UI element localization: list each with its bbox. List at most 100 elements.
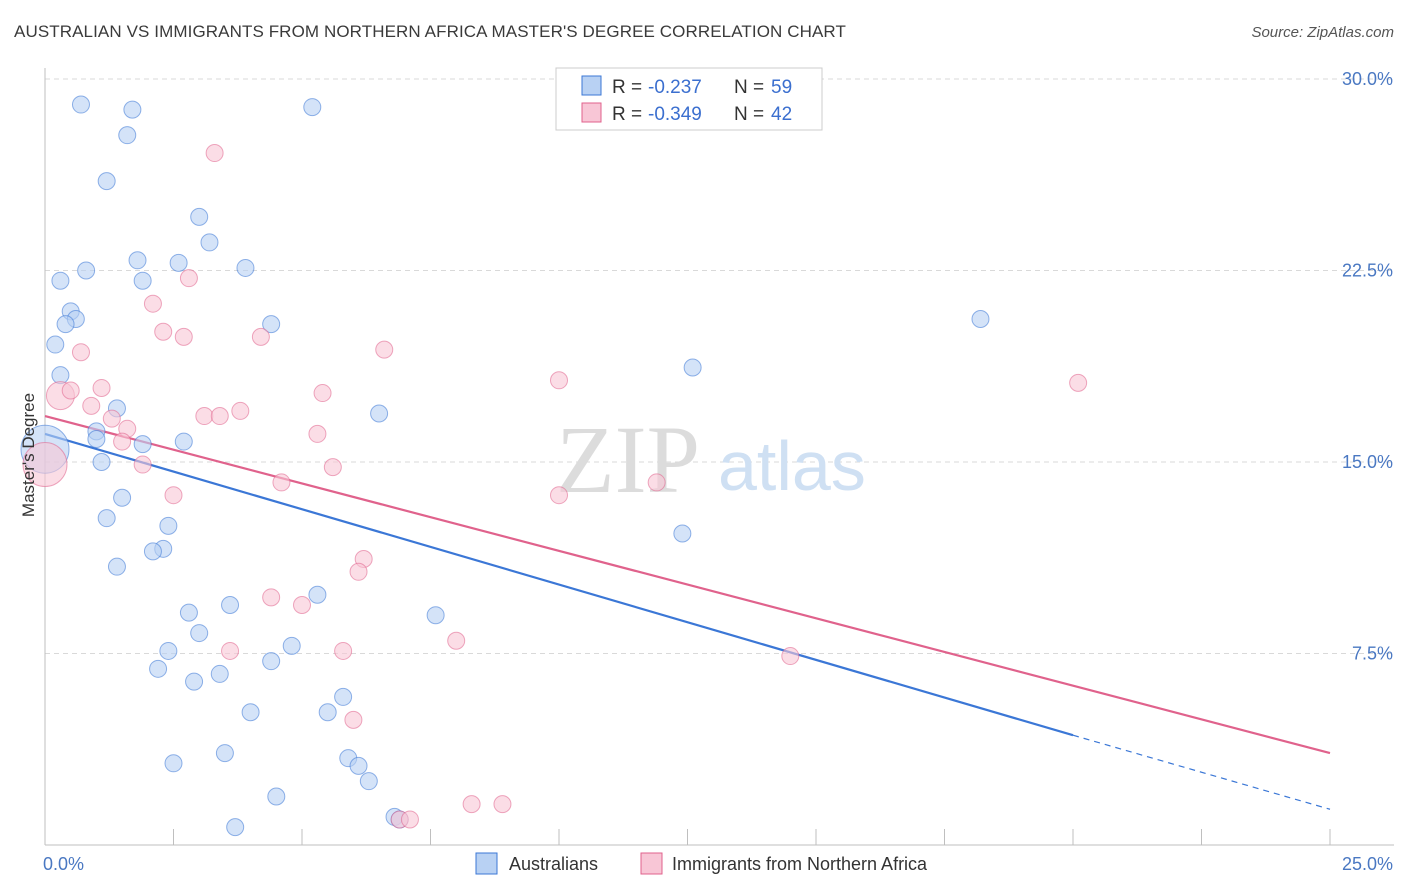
- australians-point: [174, 432, 193, 451]
- australians-point: [673, 524, 692, 543]
- legend-label-australians: Australians: [509, 854, 598, 874]
- australians-point: [56, 315, 75, 334]
- data-points: [20, 95, 1088, 837]
- northern-africa-point: [179, 269, 198, 288]
- australians-point: [190, 207, 209, 226]
- australians-point: [370, 404, 389, 423]
- northern-africa-point: [375, 340, 394, 359]
- northern-africa-point: [164, 486, 183, 505]
- australians-point: [262, 315, 281, 334]
- australians-point: [334, 687, 353, 706]
- stats-n-value-1: 59: [771, 77, 792, 98]
- stats-swatch-pink: [581, 102, 602, 123]
- stats-r-value-1: -0.237: [648, 77, 702, 98]
- stats-box: R = -0.237 N = 59 R = -0.349 N = 42: [555, 67, 823, 131]
- australians-point: [262, 652, 281, 671]
- stats-r-value-2: -0.349: [648, 104, 702, 125]
- northern-africa-point: [221, 641, 240, 660]
- northern-africa-point: [647, 473, 666, 492]
- northern-africa-point: [102, 409, 121, 428]
- australians-point: [349, 756, 368, 775]
- legend: Australians Immigrants from Northern Afr…: [475, 852, 928, 875]
- watermark: ZIP atlas: [556, 406, 866, 513]
- australians-point: [51, 271, 70, 290]
- chart-title: AUSTRALIAN VS IMMIGRANTS FROM NORTHERN A…: [14, 22, 846, 41]
- northern-africa-point: [447, 631, 466, 650]
- australians-point: [133, 435, 152, 454]
- northern-africa-point: [272, 473, 291, 492]
- australians-point: [359, 772, 378, 791]
- australians-point: [123, 100, 142, 119]
- northern-africa-point: [323, 458, 342, 477]
- australians-point: [215, 744, 234, 763]
- australians-point: [143, 542, 162, 561]
- stats-n-value-2: 42: [771, 104, 792, 125]
- legend-swatch-northern-africa: [640, 852, 663, 875]
- australians-trend-extension: [1072, 734, 1331, 810]
- northern-africa-point: [210, 407, 229, 426]
- stats-swatch-blue: [581, 75, 602, 96]
- northern-africa-point: [293, 595, 311, 614]
- australians-point: [282, 636, 301, 655]
- source-label: Source: ZipAtlas.com: [1251, 24, 1394, 41]
- legend-label-northern-africa: Immigrants from Northern Africa: [672, 854, 928, 874]
- australians-point: [118, 126, 137, 145]
- australians-point: [226, 818, 245, 837]
- y-axis-title: Master's Degree: [19, 393, 38, 517]
- australians-point: [241, 703, 260, 722]
- northern-africa-point: [71, 343, 90, 362]
- australians-point: [97, 172, 116, 191]
- northern-africa-point: [550, 371, 568, 390]
- northern-africa-point: [61, 381, 80, 400]
- legend-swatch-australians: [475, 852, 498, 875]
- northern-africa-point: [174, 327, 193, 346]
- trend-lines: [44, 414, 1331, 810]
- grid-lines: [45, 78, 1394, 654]
- northern-africa-point: [400, 810, 419, 829]
- australians-point: [92, 453, 111, 471]
- northern-africa-point: [154, 322, 173, 341]
- australians-point: [71, 95, 90, 114]
- australians-point: [164, 754, 183, 773]
- northern-africa-point: [82, 396, 101, 415]
- australians-point: [200, 233, 219, 252]
- australians-point: [159, 641, 178, 660]
- australians-point: [971, 310, 990, 329]
- northern-africa-point: [493, 795, 512, 814]
- northern-africa-point: [262, 588, 281, 607]
- y-tick-label: 30.0%: [1342, 69, 1393, 89]
- northern-africa-point: [195, 407, 214, 426]
- australians-point: [185, 672, 204, 691]
- tick-labels: 7.5% 15.0% 22.5% 30.0% 0.0% 25.0%: [43, 69, 1393, 874]
- stats-n-label-1: N =: [734, 77, 764, 98]
- australians-point: [77, 261, 96, 280]
- stats-r-label-1: R =: [612, 77, 642, 98]
- australians-point: [426, 606, 445, 625]
- northern-africa-point: [143, 294, 162, 313]
- australians-point: [97, 509, 116, 528]
- australians-point: [267, 787, 286, 806]
- australians-point: [318, 703, 337, 722]
- australians-point: [149, 659, 168, 678]
- x-tick-label: 25.0%: [1342, 854, 1393, 874]
- northern-africa-point: [1069, 373, 1088, 392]
- australians-point: [210, 664, 229, 683]
- australians-point: [107, 557, 126, 576]
- australians-point: [46, 335, 65, 354]
- northern-africa-point: [550, 486, 568, 505]
- northern-africa-point: [349, 562, 368, 581]
- northern-africa-point: [113, 432, 132, 451]
- northern-africa-point: [334, 641, 353, 660]
- australians-point: [190, 624, 209, 643]
- australians-trend-line: [44, 432, 1074, 737]
- australians-point: [179, 603, 198, 622]
- australians-point: [87, 430, 106, 449]
- australians-point: [303, 98, 322, 117]
- y-tick-label: 7.5%: [1352, 644, 1393, 664]
- australians-point: [128, 251, 147, 270]
- northern-africa-trend-line: [44, 414, 1331, 755]
- northern-africa-point: [781, 647, 800, 666]
- australians-point: [236, 258, 255, 277]
- northern-africa-point: [205, 144, 224, 163]
